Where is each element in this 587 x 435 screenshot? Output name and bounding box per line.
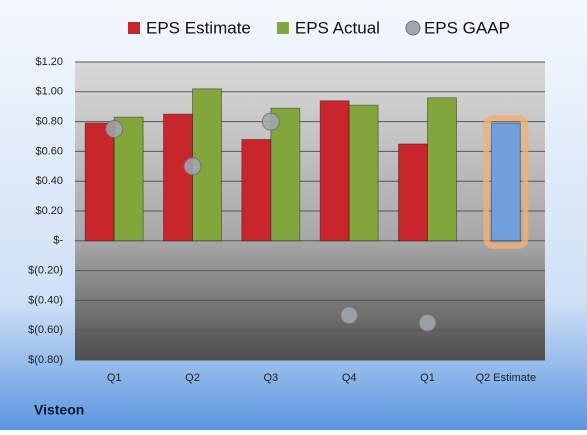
y-tick-label: $(0.80) — [28, 354, 63, 366]
legend-label: EPS Estimate — [146, 18, 251, 37]
legend-label: EPS GAAP — [424, 18, 510, 37]
x-tick-label: Q2 Estimate — [476, 372, 537, 384]
bar — [348, 104, 379, 242]
y-tick-label: $0.20 — [35, 205, 63, 217]
bar — [270, 107, 301, 242]
highlight-glow — [483, 115, 529, 249]
y-tick-label: $0.60 — [35, 145, 63, 157]
x-tick-label: Q1 — [107, 372, 122, 384]
x-tick-label: Q1 — [420, 372, 435, 384]
legend-marker — [276, 22, 289, 34]
bar — [490, 122, 521, 242]
bar — [241, 138, 272, 242]
legend-marker — [405, 20, 421, 36]
bar — [398, 143, 428, 242]
y-tick-label: $0.40 — [35, 175, 63, 187]
x-tick-label: Q4 — [342, 372, 357, 384]
y-tick-label: $(0.60) — [28, 324, 63, 336]
bar — [113, 116, 144, 242]
x-tick-label: Q2 — [185, 372, 200, 384]
y-tick-label: $(0.40) — [28, 294, 63, 306]
y-tick-label: $0.80 — [35, 116, 63, 128]
x-tick-label: Q3 — [263, 372, 278, 384]
y-tick-label: $(0.20) — [28, 265, 63, 277]
gaap-point — [261, 112, 280, 131]
bar — [319, 100, 350, 242]
legend-label: EPS Actual — [295, 18, 380, 37]
bar — [427, 97, 457, 242]
gaap-point — [105, 120, 124, 139]
bar — [84, 122, 115, 242]
gaap-point — [418, 313, 437, 332]
y-tick-label: $1.00 — [35, 86, 63, 98]
bar — [163, 113, 193, 242]
y-tick-label: $- — [53, 235, 63, 247]
legend-marker — [128, 22, 140, 34]
y-tick-label: $1.20 — [35, 56, 63, 68]
gaap-point — [340, 306, 359, 325]
company-name: Visteon — [34, 402, 84, 418]
gaap-point — [183, 157, 202, 176]
